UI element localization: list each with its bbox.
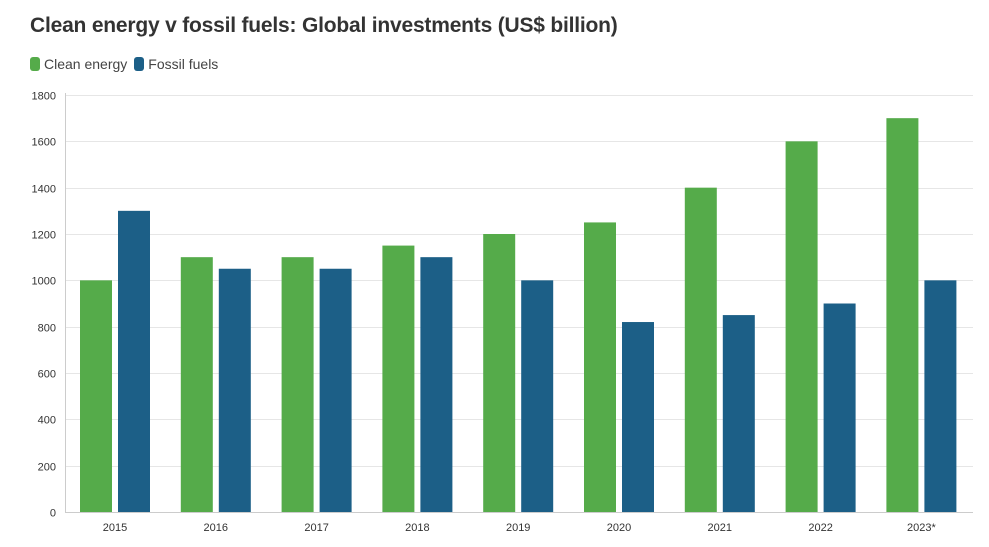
bar-clean-energy-2020: Clean energy 2020: 1250: [584, 222, 616, 512]
legend-swatch-clean-energy: [30, 57, 40, 71]
bar-fossil-fuels-2020: Fossil fuels 2020: 820: [622, 322, 654, 512]
bar-clean-energy-2021: Clean energy 2021: 1400: [684, 187, 717, 512]
bar-fossil-fuels-2021: Fossil fuels 2021: 850: [722, 315, 755, 512]
y-tick-label-1000: 1000: [32, 276, 56, 288]
x-tick-label-2023: 2023*: [907, 522, 936, 534]
legend-item-fossil-fuels[interactable]: Fossil fuels: [134, 56, 218, 72]
x-tick-label-2015: 2015: [103, 522, 127, 534]
bar-fossil-fuels-2017: Fossil fuels 2017: 1050: [319, 268, 352, 512]
y-tick-label-0: 0: [50, 508, 56, 520]
y-tick-label-600: 600: [38, 369, 56, 381]
y-tick-label-1600: 1600: [32, 137, 56, 149]
x-tick-label-2022: 2022: [808, 522, 832, 534]
y-tick-label-1400: 1400: [32, 184, 56, 196]
bar-fossil-fuels-2023: Fossil fuels 2023*: 1000: [924, 280, 957, 512]
bar-clean-energy-2018: Clean energy 2018: 1150: [382, 245, 415, 513]
legend-swatch-fossil-fuels: [134, 57, 145, 71]
bar-clean-energy-2017: Clean energy 2017: 1100: [281, 257, 314, 512]
legend-item-clean-energy[interactable]: Clean energy: [30, 56, 127, 72]
bar-fossil-fuels-2016: Fossil fuels 2016: 1050: [218, 268, 251, 512]
y-tick-label-200: 200: [38, 462, 56, 474]
bar-clean-energy-2022: Clean energy 2022: 1600: [785, 141, 818, 513]
y-tick-label-1200: 1200: [32, 230, 56, 242]
x-tick-label-2016: 2016: [204, 522, 228, 534]
chart-title: Clean energy v fossil fuels: Global inve…: [30, 14, 618, 37]
x-tick-label-2021: 2021: [708, 522, 732, 534]
bar-fossil-fuels-2018: Fossil fuels 2018: 1100: [420, 257, 453, 512]
x-tick-label-2017: 2017: [304, 522, 328, 534]
x-tick-label-2019: 2019: [506, 522, 530, 534]
y-tick-label-400: 400: [38, 415, 56, 427]
bar-fossil-fuels-2022: Fossil fuels 2022: 900: [823, 303, 856, 512]
y-tick-label-1800: 1800: [32, 91, 56, 103]
bar-fossil-fuels-2019: Fossil fuels 2019: 1000: [521, 280, 554, 512]
bar-fossil-fuels-2015: Fossil fuels 2015: 1300: [118, 210, 150, 513]
bar-clean-energy-2015: Clean energy 2015: 1000: [80, 280, 112, 512]
bar-clean-energy-2016: Clean energy 2016: 1100: [180, 257, 213, 512]
bar-clean-energy-2023: Clean energy 2023*: 1700: [886, 118, 919, 513]
x-tick-label-2018: 2018: [405, 522, 429, 534]
bar-clean-energy-2019: Clean energy 2019: 1200: [483, 234, 516, 512]
y-tick-label-800: 800: [38, 323, 56, 335]
x-tick-label-2020: 2020: [607, 522, 631, 534]
legend-label-clean-energy: Clean energy: [44, 56, 128, 72]
legend: Clean energy Fossil fuels: [30, 56, 225, 72]
legend-label-fossil-fuels: Fossil fuels: [148, 56, 219, 72]
